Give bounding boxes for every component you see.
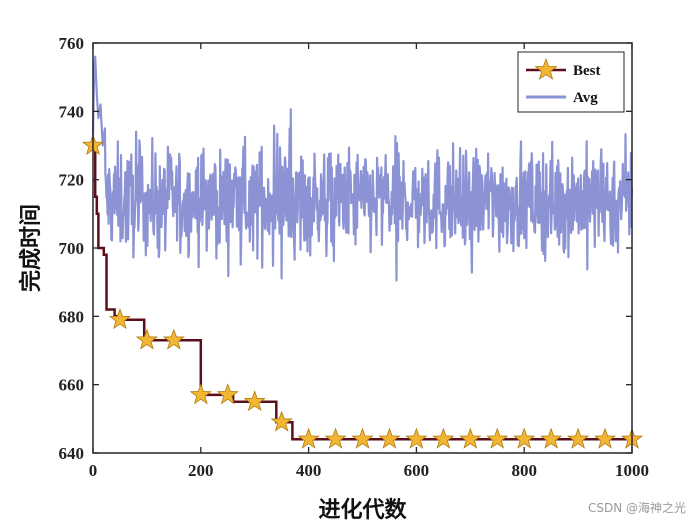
y-tick-label: 680: [59, 307, 85, 326]
y-tick-label: 660: [59, 376, 85, 395]
x-tick-label: 600: [404, 461, 430, 480]
best-marker: [540, 427, 563, 449]
legend-best-star: [534, 57, 558, 80]
best-marker: [270, 410, 293, 432]
y-tick-label: 720: [59, 171, 85, 190]
best-marker: [297, 427, 320, 449]
best-marker: [378, 427, 401, 449]
y-tick-label: 760: [59, 34, 85, 53]
x-tick-label: 800: [511, 461, 537, 480]
x-axis-title: 进化代数: [318, 497, 407, 523]
best-marker: [513, 427, 536, 449]
legend: Best Avg: [517, 51, 625, 113]
axes-layer: 0 200 400 600 800 1000 640 660 680 700 720 740 760 进化…: [18, 34, 649, 523]
legend-box: [517, 51, 625, 113]
legend-avg-label: Avg: [573, 90, 598, 106]
x-tick-label: 400: [296, 461, 322, 480]
y-tick-label: 700: [59, 239, 85, 258]
best-marker: [108, 308, 132, 330]
avg-series-line: [91, 55, 634, 282]
y-tick-label: 640: [59, 444, 85, 463]
x-tick-label: 200: [188, 461, 214, 480]
watermark: CSDN @海神之光: [587, 501, 686, 515]
y-axis-title: 完成时间: [18, 204, 44, 292]
x-tick-label: 0: [89, 461, 98, 480]
y-tick-label: 740: [59, 102, 85, 121]
best-marker: [432, 427, 455, 449]
best-marker: [135, 328, 159, 350]
best-marker: [243, 390, 266, 412]
best-marker: [216, 383, 239, 405]
best-marker: [566, 427, 590, 449]
avg-series-layer: [91, 55, 634, 282]
best-marker: [593, 427, 617, 449]
legend-best-label: Best: [573, 63, 601, 79]
best-marker: [324, 427, 347, 449]
best-marker: [351, 427, 374, 449]
best-marker: [486, 427, 509, 449]
best-marker: [189, 383, 212, 405]
best-marker: [405, 427, 428, 449]
best-marker: [459, 427, 482, 449]
best-marker: [162, 328, 185, 350]
x-tick-label: 1000: [615, 461, 649, 480]
